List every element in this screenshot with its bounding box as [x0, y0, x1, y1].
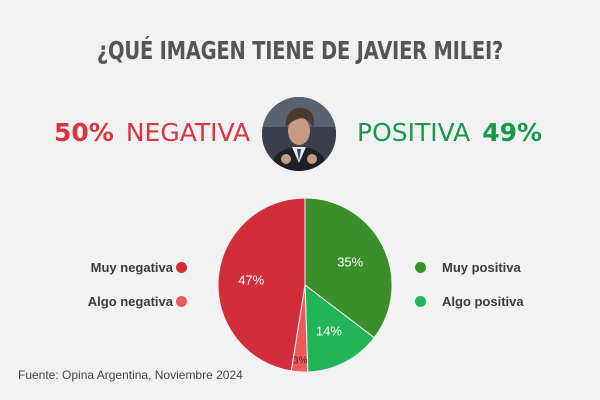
legend-label-muy-positiva: Muy positiva: [442, 260, 521, 275]
pie-label-muy-negativa: 47%: [238, 273, 264, 288]
pie-label-muy-positiva: 35%: [337, 255, 363, 270]
positive-summary: POSITIVA 49%: [357, 118, 542, 147]
negative-summary: 50% NEGATIVA: [54, 118, 250, 147]
portrait-photo: [262, 97, 336, 171]
pie-slice-muy-positiva: [304, 197, 393, 339]
legend-label-muy-negativa: Muy negativa: [90, 260, 173, 275]
pie-label-algo-negativa: 3%: [293, 356, 308, 367]
negative-percent: 50%: [54, 118, 114, 147]
positive-percent: 49%: [482, 118, 543, 147]
legend-label-algo-negativa: Algo negativa: [87, 294, 173, 309]
pie-slice-algo-positiva: [304, 283, 375, 373]
positive-label: POSITIVA: [357, 118, 471, 147]
legend-dot-algo-negativa: [176, 296, 187, 307]
legend-dot-muy-positiva: [415, 262, 426, 273]
source-note: Fuente: Opina Argentina, Noviembre 2024: [18, 368, 243, 382]
legend-label-algo-positiva: Algo positiva: [442, 294, 524, 309]
chart-title: ¿QUÉ IMAGEN TIENE DE JAVIER MILEI?: [96, 36, 504, 65]
legend-dot-muy-negativa: [176, 262, 187, 273]
pie-label-algo-positiva: 14%: [316, 323, 342, 338]
negative-label: NEGATIVA: [125, 118, 251, 147]
legend-dot-algo-positiva: [415, 296, 426, 307]
pie-slice-muy-negativa: [217, 197, 306, 372]
